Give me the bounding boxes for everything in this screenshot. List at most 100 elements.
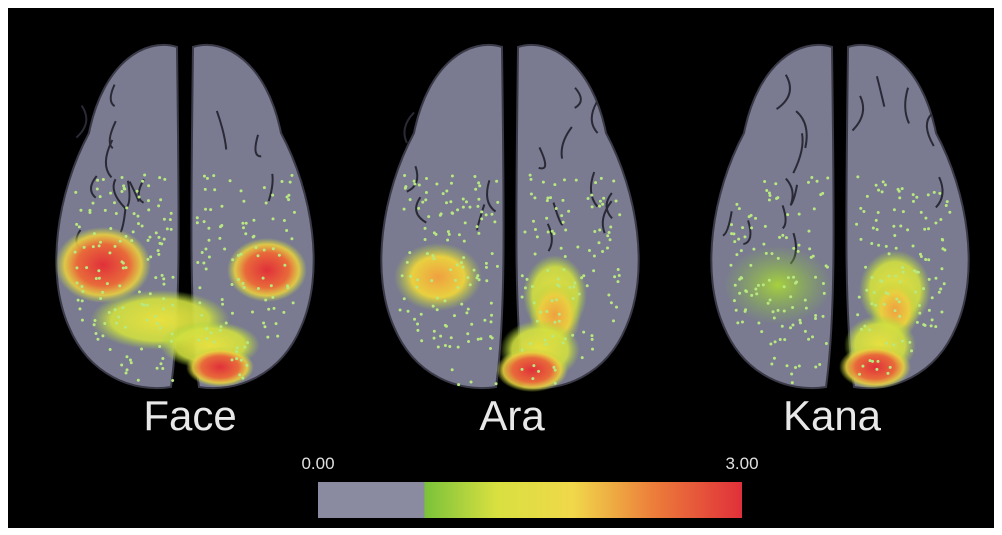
electrode <box>439 335 442 338</box>
electrode <box>594 181 597 184</box>
electrode <box>571 334 574 337</box>
electrode <box>101 291 104 294</box>
electrode <box>263 325 266 328</box>
electrode <box>491 252 494 255</box>
electrode <box>203 175 206 178</box>
electrode <box>92 245 95 248</box>
electrode <box>521 274 524 277</box>
electrode <box>147 184 150 187</box>
electrode <box>895 247 898 250</box>
electrode <box>203 220 206 223</box>
electrode <box>237 254 240 257</box>
electrode <box>136 190 139 193</box>
electrode <box>882 180 885 183</box>
electrode <box>770 362 773 365</box>
electrode <box>592 269 595 272</box>
electrode <box>155 231 158 234</box>
electrode <box>553 183 556 186</box>
electrode <box>273 307 276 310</box>
electrode <box>533 301 536 304</box>
electrode <box>200 314 203 317</box>
electrode <box>924 258 927 261</box>
electrode <box>75 223 78 226</box>
electrode <box>779 338 782 341</box>
electrode <box>237 278 240 281</box>
electrode <box>752 248 755 251</box>
electrode <box>169 218 172 221</box>
electrode <box>242 226 245 229</box>
electrode <box>276 335 279 338</box>
electrode <box>251 310 254 313</box>
electrode <box>871 276 874 279</box>
electrode <box>885 342 888 345</box>
electrode <box>293 211 296 214</box>
electrode <box>115 322 118 325</box>
electrode <box>733 240 736 243</box>
electrode <box>141 180 144 183</box>
electrode <box>588 249 591 252</box>
electrode <box>770 252 773 255</box>
electrode <box>435 182 438 185</box>
electrode <box>608 231 611 234</box>
electrode <box>757 284 760 287</box>
electrode <box>740 249 743 252</box>
electrode <box>436 308 439 311</box>
electrode <box>485 213 488 216</box>
electrode <box>915 196 918 199</box>
electrode <box>875 368 878 371</box>
electrode <box>764 225 767 228</box>
electrode <box>120 190 123 193</box>
electrode <box>170 212 173 215</box>
electrode <box>894 274 897 277</box>
electrode <box>267 308 270 311</box>
electrode <box>940 310 943 313</box>
electrode <box>477 338 480 341</box>
electrode <box>88 211 91 214</box>
electrode <box>196 216 199 219</box>
electrode <box>204 208 207 211</box>
electrode <box>551 335 554 338</box>
electrode <box>590 194 593 197</box>
electrode <box>241 222 244 225</box>
electrode <box>928 278 931 281</box>
electrode <box>162 307 165 310</box>
electrode <box>120 364 123 367</box>
electrode <box>456 286 459 289</box>
electrode <box>159 242 162 245</box>
electrode <box>917 271 920 274</box>
electrode <box>765 189 768 192</box>
electrode <box>449 268 452 271</box>
electrode <box>416 322 419 325</box>
electrode <box>451 212 454 215</box>
electrode <box>114 308 117 311</box>
electrode <box>171 332 174 335</box>
electrode <box>404 185 407 188</box>
electrode <box>138 290 141 293</box>
electrode <box>757 321 760 324</box>
electrode <box>763 180 766 183</box>
electrode <box>121 260 124 263</box>
colorbar-tick-label: 0.00 <box>301 454 334 473</box>
electrode <box>170 228 173 231</box>
electrode <box>97 269 100 272</box>
electrode <box>123 187 126 190</box>
electrode <box>859 207 862 210</box>
electrode <box>798 319 801 322</box>
electrode <box>426 252 429 255</box>
electrode <box>456 208 459 211</box>
electrode <box>263 186 266 189</box>
electrode <box>785 364 788 367</box>
electrode <box>490 320 493 323</box>
electrode <box>121 306 124 309</box>
electrode <box>615 200 618 203</box>
electrode <box>170 340 173 343</box>
electrode <box>246 341 249 344</box>
electrode <box>418 183 421 186</box>
electrode <box>799 321 802 324</box>
electrode <box>898 190 901 193</box>
electrode <box>473 175 476 178</box>
electrode <box>434 233 437 236</box>
electrode <box>171 379 174 382</box>
electrode <box>553 232 556 235</box>
electrode <box>99 241 102 244</box>
